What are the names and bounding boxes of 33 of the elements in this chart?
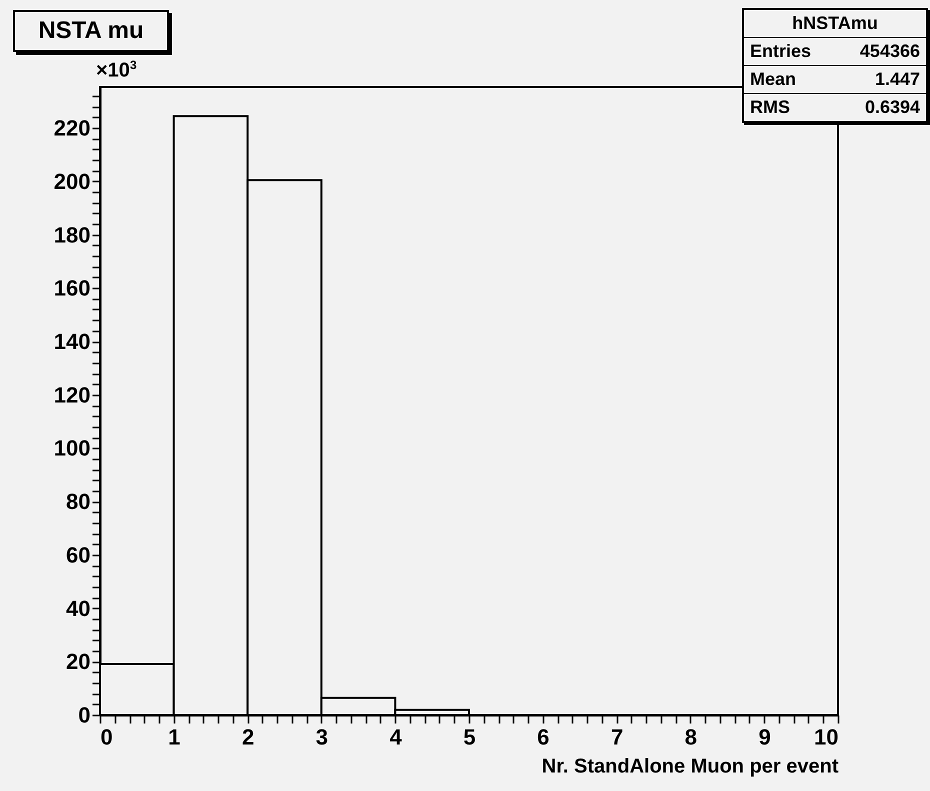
x-axis-title: Nr. StandAlone Muon per event (542, 756, 839, 778)
y-tick-label: 200 (54, 168, 90, 194)
y-tick-label: 160 (54, 276, 90, 301)
y-tick-label: 80 (66, 489, 90, 514)
text: ×10$^{3}$ (96, 58, 137, 83)
text: 454366 (858, 40, 921, 63)
annotation: Mean (749, 68, 798, 91)
x-tick-label: 7 (610, 724, 624, 750)
x-tick-label: 6 (537, 724, 550, 750)
x-tick-label: 2 (242, 724, 254, 750)
x-tick-label: 5 (463, 724, 476, 750)
y-tick-label: 180 (54, 222, 90, 248)
x-tick-label: 10 (814, 724, 838, 750)
y-tick-label: 20 (66, 649, 90, 674)
text: hNSTAmu (743, 9, 927, 38)
x-tick-label: 8 (684, 724, 698, 750)
x-tick-label: 4 (390, 724, 403, 750)
text: Entries (749, 40, 812, 63)
y-tick-label: 40 (66, 596, 90, 621)
y-tick-label: 100 (54, 436, 90, 461)
y-tick-label: 120 (54, 382, 90, 408)
text: 0.6394 (864, 96, 921, 119)
y-tick-label: 60 (66, 542, 90, 568)
annotation: RMS (749, 96, 791, 119)
text: 1.447 (874, 68, 921, 91)
y-tick-label: 220 (54, 116, 90, 141)
x-tick-label: 9 (758, 724, 771, 750)
x-tick-label: 1 (168, 724, 180, 750)
x-tick-label: 3 (316, 724, 328, 750)
chart-title: NSTA mu (13, 10, 169, 52)
y-tick-label: 140 (54, 329, 90, 354)
x-tick-label: 0 (100, 724, 113, 750)
y-tick-label: 0 (78, 702, 90, 728)
